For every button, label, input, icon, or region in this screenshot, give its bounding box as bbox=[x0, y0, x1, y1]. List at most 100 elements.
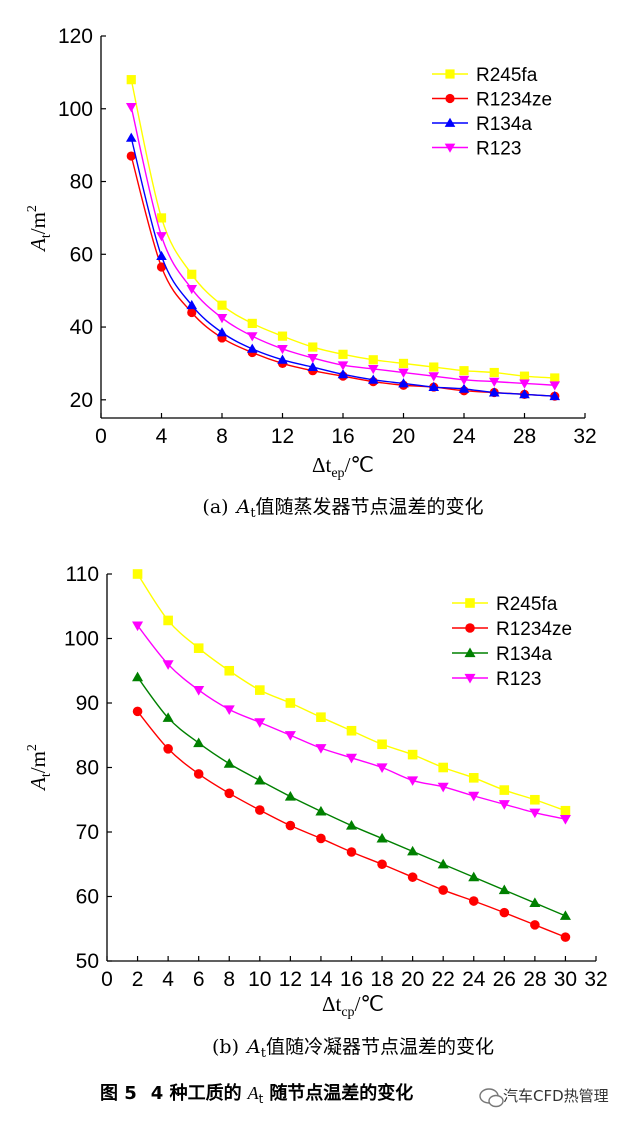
x-tick-label: 28 bbox=[513, 425, 536, 448]
data-point-r245fa bbox=[499, 785, 510, 795]
data-point-r1234ze bbox=[156, 262, 167, 272]
legend-marker bbox=[464, 647, 476, 658]
chart-panel-b: 0 2 4 6 8 10 12 14 16 18 20 22 24 26 28 30 3250607080901… bbox=[25, 563, 608, 1061]
x-tick-label: 28 bbox=[523, 968, 546, 991]
data-point-r245fa bbox=[163, 615, 173, 626]
x-tick-label: 12 bbox=[271, 425, 294, 448]
chart-b-series bbox=[132, 569, 571, 942]
x-tick-label: 10 bbox=[248, 968, 271, 991]
data-point-r1234ze bbox=[187, 307, 197, 318]
x-tick-label: 20 bbox=[401, 968, 424, 991]
x-tick-label: 0 bbox=[101, 968, 113, 991]
data-point-r245fa bbox=[187, 269, 197, 279]
y-tick-label: 120 bbox=[58, 25, 93, 48]
x-tick-label: 14 bbox=[309, 968, 333, 991]
y-tick-label: 80 bbox=[76, 757, 99, 780]
data-point-r245fa bbox=[560, 805, 571, 816]
data-point-r245fa bbox=[468, 773, 479, 783]
x-tick-label: 32 bbox=[573, 425, 596, 448]
x-tick-label: 16 bbox=[331, 425, 354, 448]
data-point-r123 bbox=[337, 361, 349, 371]
data-point-r134a bbox=[498, 884, 510, 895]
data-point-r123 bbox=[559, 815, 571, 825]
data-point-r123 bbox=[367, 364, 379, 375]
x-tick-label: 12 bbox=[279, 968, 302, 991]
legend-marker bbox=[465, 598, 475, 608]
data-point-r245fa bbox=[459, 366, 469, 376]
data-point-r134a bbox=[407, 845, 419, 856]
data-point-r134a bbox=[193, 737, 205, 748]
data-point-r1234ze bbox=[499, 907, 510, 918]
x-tick-label: 24 bbox=[462, 968, 486, 991]
legend-label-r134a: R134a bbox=[476, 114, 532, 135]
chart-b-xlabel: Δtcp/℃ bbox=[322, 992, 384, 1020]
data-point-r1234ze bbox=[438, 885, 448, 895]
data-point-r123 bbox=[498, 800, 510, 810]
data-point-r123 bbox=[246, 332, 258, 342]
data-point-r245fa bbox=[255, 685, 265, 695]
data-point-r134a bbox=[367, 374, 379, 384]
data-point-r245fa bbox=[126, 75, 136, 85]
legend-marker bbox=[464, 673, 476, 684]
data-point-r245fa bbox=[346, 725, 357, 736]
series-line-r134a bbox=[137, 676, 566, 917]
data-point-r1234ze bbox=[407, 872, 418, 882]
x-tick-label: 26 bbox=[493, 968, 516, 991]
data-point-r134a bbox=[468, 871, 480, 882]
data-point-r245fa bbox=[338, 349, 348, 359]
x-tick-label: 6 bbox=[193, 968, 205, 991]
data-point-r245fa bbox=[308, 342, 318, 352]
x-tick-label: 2 bbox=[132, 968, 144, 991]
legend-marker bbox=[445, 93, 455, 104]
legend-label-r134a: R134a bbox=[496, 644, 552, 665]
data-point-r245fa bbox=[277, 331, 288, 341]
data-point-r245fa bbox=[285, 698, 296, 708]
data-point-r123 bbox=[193, 686, 205, 696]
y-tick-label: 70 bbox=[76, 821, 99, 844]
data-point-r123 bbox=[315, 744, 327, 754]
data-point-r123 bbox=[376, 763, 388, 774]
data-point-r134a bbox=[488, 387, 500, 397]
data-point-r123 bbox=[428, 372, 440, 382]
data-point-r134a bbox=[345, 820, 358, 830]
data-point-r1234ze bbox=[255, 805, 265, 815]
data-point-r134a bbox=[437, 858, 449, 869]
data-point-r123 bbox=[125, 103, 137, 113]
chart-b-ylabel: At/m2 bbox=[25, 744, 54, 792]
data-point-r245fa bbox=[247, 318, 257, 329]
x-tick-label: 20 bbox=[392, 425, 415, 448]
data-point-r245fa bbox=[224, 665, 235, 676]
x-tick-label: 4 bbox=[162, 968, 174, 991]
data-point-r123 bbox=[162, 660, 174, 670]
legend-label-r123: R123 bbox=[496, 669, 541, 690]
data-point-r123 bbox=[488, 377, 500, 387]
chart-b-legend: R245fa R1234ze R134a R123 bbox=[452, 594, 572, 690]
watermark: 汽车CFD热管理 bbox=[479, 1087, 609, 1108]
chart-panel-a: 0 4 8 12 16 20 24 28 32 20 40 60 80 100 120 R245fa R123… bbox=[25, 25, 597, 521]
data-point-r134a bbox=[315, 805, 327, 816]
data-point-r134a bbox=[549, 390, 561, 401]
legend-marker bbox=[445, 69, 455, 79]
legend-label-r1234ze: R1234ze bbox=[496, 619, 572, 640]
data-point-r245fa bbox=[530, 794, 540, 805]
data-point-r134a bbox=[246, 343, 258, 353]
chart-b-caption: (b) At值随冷凝器节点温差的变化 bbox=[212, 1036, 494, 1061]
data-point-r1234ze bbox=[224, 788, 235, 799]
data-point-r134a bbox=[337, 369, 349, 379]
y-tick-label: 60 bbox=[76, 886, 99, 909]
data-point-r134a bbox=[216, 327, 228, 337]
y-tick-label: 60 bbox=[70, 243, 93, 266]
data-point-r1234ze bbox=[560, 932, 571, 942]
data-point-r1234ze bbox=[193, 769, 204, 779]
y-tick-label: 90 bbox=[76, 692, 99, 715]
chart-a-xlabel: Δtep/℃ bbox=[312, 453, 374, 481]
data-point-r123 bbox=[529, 808, 541, 819]
legend-marker bbox=[444, 143, 456, 153]
x-tick-label: 16 bbox=[340, 968, 363, 991]
data-point-r1234ze bbox=[126, 151, 136, 161]
chart-a-legend: R245fa R1234ze R134a R123 bbox=[432, 65, 552, 160]
data-point-r134a bbox=[529, 897, 541, 908]
data-point-r123 bbox=[398, 368, 409, 378]
